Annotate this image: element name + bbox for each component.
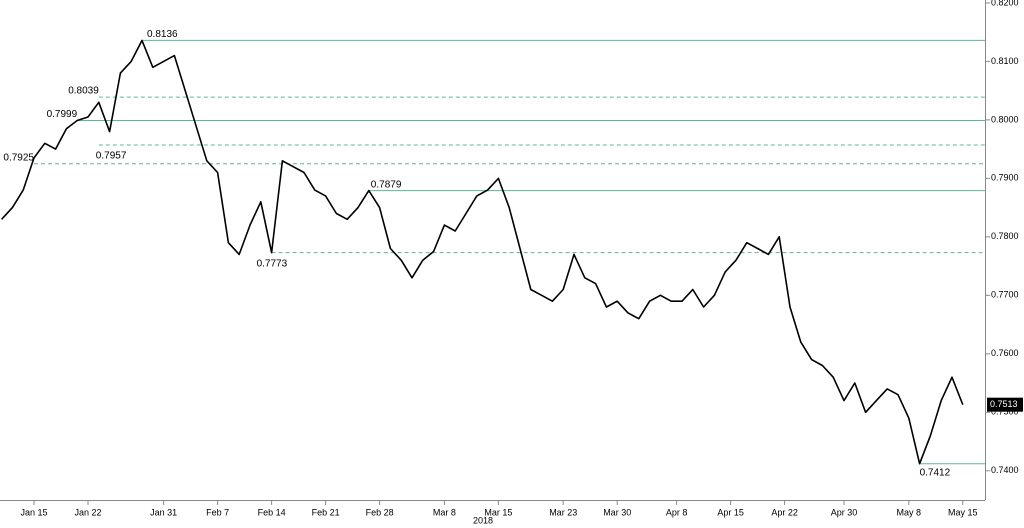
y-tick-label: 0.7400 [991, 465, 1019, 475]
y-tick-label: 0.7900 [991, 173, 1019, 183]
x-tick-label: Mar 8 [433, 507, 456, 517]
x-tick-label: Feb 28 [366, 507, 394, 517]
level-label: 0.7999 [47, 109, 78, 120]
x-tick-label: Apr 30 [831, 507, 858, 517]
x-tick-label: Apr 15 [717, 507, 744, 517]
level-label: 0.7925 [3, 152, 34, 163]
level-label: 0.7412 [920, 467, 951, 478]
x-tick-label: Feb 7 [206, 507, 229, 517]
price-line [1, 39, 964, 465]
x-tick-label: Mar 23 [549, 507, 577, 517]
last-value-box [987, 397, 1023, 412]
x-tick-label: May 15 [948, 507, 978, 517]
x-tick-label: Feb 21 [312, 507, 340, 517]
x-tick-label: Mar 15 [484, 507, 512, 517]
level-label: 0.8136 [147, 29, 178, 40]
x-tick-label: Jan 22 [74, 507, 101, 517]
x-tick-label: Feb 14 [258, 507, 286, 517]
y-tick-label: 0.8100 [991, 56, 1019, 66]
y-tick-label: 0.8000 [991, 114, 1019, 124]
y-tick-label: 0.7800 [991, 231, 1019, 241]
level-label: 0.7879 [371, 179, 402, 190]
x-tick-label: Apr 8 [666, 507, 688, 517]
x-tick-label: Jan 15 [20, 507, 47, 517]
level-label: 0.7957 [96, 151, 127, 162]
level-label: 0.8039 [68, 86, 99, 97]
y-tick-label: 0.7600 [991, 348, 1019, 358]
last-value-label: 0.7513 [990, 399, 1018, 409]
y-tick-label: 0.8200 [991, 0, 1019, 7]
y-tick-label: 0.7700 [991, 290, 1019, 300]
x-tick-label: Apr 22 [771, 507, 798, 517]
x-tick-label: May 8 [897, 507, 922, 517]
level-label: 0.7773 [257, 258, 288, 269]
x-axis-label: 2018 [473, 515, 493, 525]
x-tick-label: Jan 31 [150, 507, 177, 517]
x-tick-label: Mar 30 [603, 507, 631, 517]
